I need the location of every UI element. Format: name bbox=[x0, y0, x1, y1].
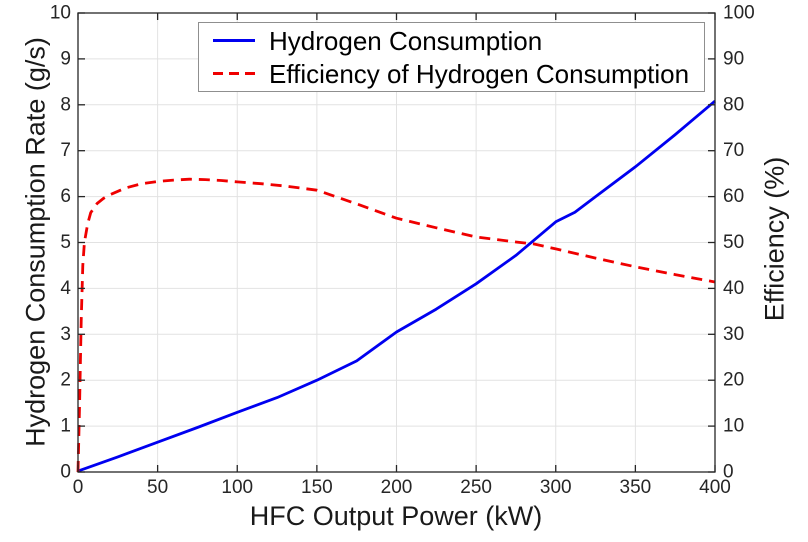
right-y-tick-label: 50 bbox=[723, 232, 744, 253]
x-tick-label: 200 bbox=[381, 477, 413, 498]
x-axis-label: HFC Output Power (kW) bbox=[249, 501, 543, 531]
x-tick-label: 400 bbox=[699, 477, 731, 498]
x-tick-label: 100 bbox=[221, 477, 253, 498]
right-y-tick-label: 20 bbox=[723, 370, 744, 391]
left-y-tick-label: 7 bbox=[60, 140, 71, 161]
x-tick-label: 0 bbox=[73, 477, 84, 498]
right-y-tick-label: 70 bbox=[723, 140, 744, 161]
right-y-axis-label: Efficiency (%) bbox=[759, 156, 790, 322]
left-y-tick-label: 6 bbox=[60, 186, 71, 207]
right-y-tick-label: 10 bbox=[723, 416, 744, 437]
right-y-tick-label: 80 bbox=[723, 94, 744, 115]
x-tick-label: 350 bbox=[620, 477, 652, 498]
x-tick-label: 150 bbox=[301, 477, 333, 498]
left-y-tick-label: 0 bbox=[60, 462, 71, 483]
left-y-tick-label: 5 bbox=[60, 232, 71, 253]
right-y-tick-label: 100 bbox=[723, 3, 755, 24]
left-y-tick-label: 2 bbox=[60, 370, 71, 391]
legend-line-swatch-red-dashed bbox=[213, 72, 255, 75]
right-y-tick-label: 30 bbox=[723, 324, 744, 345]
legend-label: Efficiency of Hydrogen Consumption bbox=[269, 58, 690, 89]
left-y-tick-label: 10 bbox=[50, 3, 71, 24]
right-y-tick-label: 90 bbox=[723, 48, 744, 69]
left-y-tick-label: 4 bbox=[60, 278, 71, 299]
right-y-tick-label: 40 bbox=[723, 278, 744, 299]
legend-entry-hydrogen-consumption: Hydrogen Consumption bbox=[213, 26, 704, 55]
legend: Hydrogen Consumption Efficiency of Hydro… bbox=[198, 22, 705, 92]
left-y-tick-label: 1 bbox=[60, 416, 71, 437]
left-y-tick-label: 3 bbox=[60, 324, 71, 345]
hydrogen-consumption-line bbox=[77, 100, 716, 473]
left-y-tick-label: 9 bbox=[60, 48, 71, 69]
legend-entry-efficiency: Efficiency of Hydrogen Consumption bbox=[213, 59, 704, 88]
legend-label: Hydrogen Consumption bbox=[269, 25, 543, 56]
legend-line-swatch-blue bbox=[213, 39, 255, 42]
right-y-tick-label: 60 bbox=[723, 186, 744, 207]
x-tick-label: 250 bbox=[460, 477, 492, 498]
right-y-tick-label: 0 bbox=[723, 462, 734, 483]
x-tick-label: 50 bbox=[147, 477, 168, 498]
left-y-axis-label: Hydrogen Consumption Rate (g/s) bbox=[20, 37, 51, 447]
left-y-tick-label: 8 bbox=[60, 94, 71, 115]
x-tick-label: 300 bbox=[540, 477, 572, 498]
